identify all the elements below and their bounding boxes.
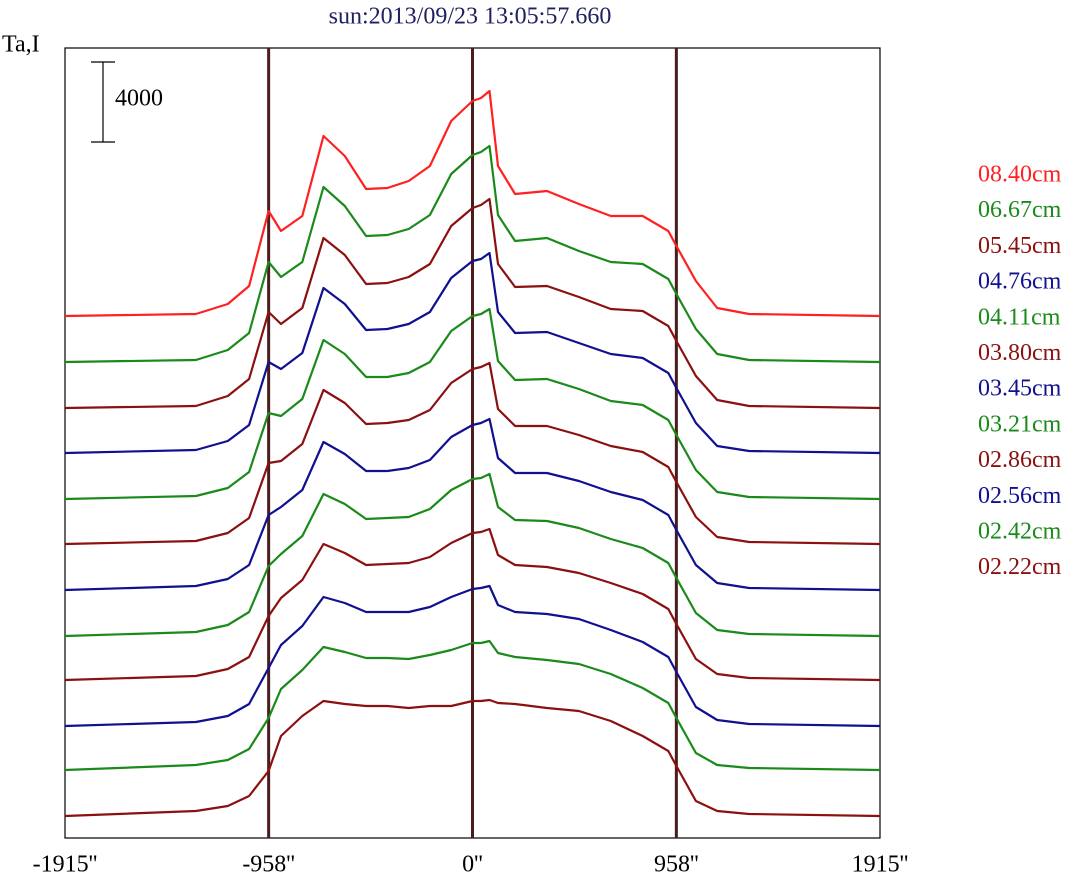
- series-line: [64, 361, 881, 546]
- x-tick-label: -1915'': [33, 852, 98, 878]
- legend-entry: 02.86cm: [978, 447, 1062, 473]
- series-line: [64, 197, 881, 410]
- legend-entry: 03.80cm: [978, 340, 1062, 366]
- legend-entry: 08.40cm: [978, 162, 1062, 188]
- x-tick-label: -958'': [242, 852, 295, 878]
- x-tick-label: 0'': [462, 852, 483, 878]
- legend-entry: 02.22cm: [978, 554, 1062, 580]
- series-line: [64, 527, 881, 682]
- series-line: [64, 698, 881, 818]
- y-axis-label: Ta,I: [2, 32, 40, 58]
- legend-entry: 03.21cm: [978, 411, 1062, 437]
- series-line: [64, 472, 881, 638]
- series-line: [64, 89, 881, 318]
- series-line: [64, 307, 881, 501]
- legend-entry: 03.45cm: [978, 376, 1062, 402]
- series-line: [64, 417, 881, 592]
- x-tick-label: 1915'': [852, 852, 909, 878]
- scale-bar-label: 4000: [115, 86, 163, 112]
- series-line: [64, 251, 881, 455]
- series-line: [64, 144, 881, 364]
- x-tick-label: 958'': [654, 852, 699, 878]
- legend-entry: 02.56cm: [978, 483, 1062, 509]
- legend-entry: 04.11cm: [978, 304, 1061, 330]
- series-line: [64, 639, 881, 772]
- legend-entry: 02.42cm: [978, 519, 1062, 545]
- legend-entry: 05.45cm: [978, 233, 1062, 259]
- chart-title: sun:2013/09/23 13:05:57.660: [329, 4, 612, 30]
- series-line: [64, 584, 881, 728]
- legend-entry: 06.67cm: [978, 197, 1062, 223]
- legend-entry: 04.76cm: [978, 269, 1062, 295]
